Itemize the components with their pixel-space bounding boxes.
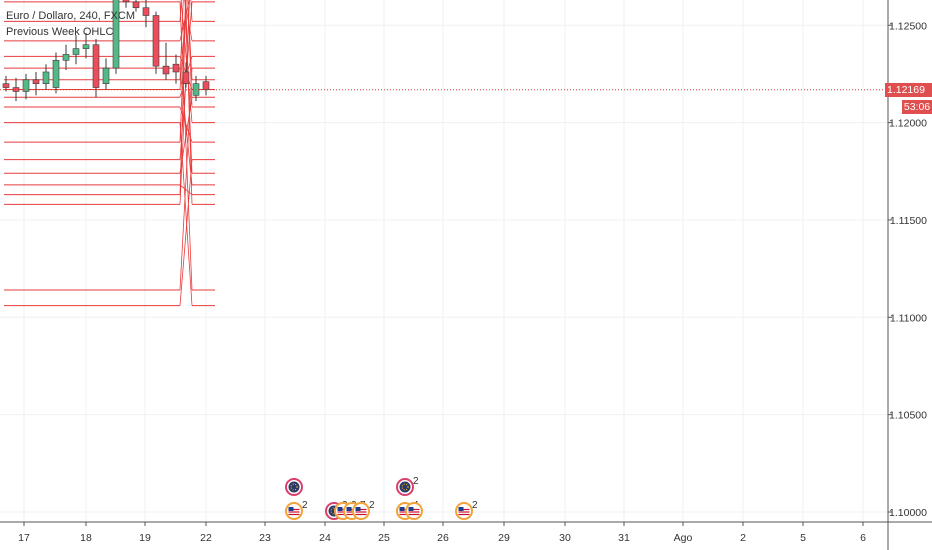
ohlc-level-cross — [179, 184, 193, 195]
ohlc-level-cross — [187, 0, 193, 80]
x-tick-label: Ago — [674, 532, 693, 544]
candle-bear — [132, 1, 140, 9]
x-tick-label: 19 — [139, 532, 151, 544]
event-us-icon[interactable]: 2 — [285, 500, 308, 520]
candle-bear — [32, 79, 40, 84]
x-tick-label: 6 — [860, 532, 866, 544]
x-tick-label: 25 — [378, 532, 390, 544]
ohlc-level-cross — [179, 106, 193, 143]
ohlc-level-cross — [179, 68, 193, 291]
event-eu-icon[interactable]: 2 — [396, 476, 419, 496]
ohlc-level-cross — [184, 0, 193, 174]
event-us-icon[interactable]: 2 — [352, 500, 375, 520]
ohlc-level-cross — [179, 0, 187, 195]
ohlc-level-cross — [179, 0, 187, 143]
candle-bear — [172, 63, 180, 73]
ohlc-level-cross — [187, 0, 193, 108]
candle-bull — [112, 0, 120, 69]
x-tick-label: 17 — [18, 532, 30, 544]
price-tag: 1.12169 — [885, 82, 932, 97]
x-tick-label: 29 — [498, 532, 510, 544]
chart-legend: Euro / Dollaro, 240, FXCM Previous Week … — [6, 8, 135, 40]
candle-bear — [202, 81, 210, 90]
candle-bull — [72, 48, 80, 55]
event-eu-icon[interactable] — [285, 478, 303, 496]
ohlc-level-cross — [179, 0, 184, 80]
candle-bull — [62, 54, 70, 61]
candle-bull — [102, 67, 110, 84]
event-count: 2 — [302, 500, 308, 511]
x-tick-label: 22 — [200, 532, 212, 544]
candle-bear — [182, 71, 190, 84]
x-tick-label: 31 — [618, 532, 630, 544]
event-us-icon[interactable]: 2 — [455, 500, 478, 520]
candle-bull — [42, 71, 50, 84]
candle-bear — [152, 15, 160, 67]
candle-bull — [52, 59, 60, 88]
candle-bull — [22, 79, 30, 92]
x-tick-label: 24 — [319, 532, 331, 544]
x-tick-label: 30 — [559, 532, 571, 544]
event-us-icon[interactable] — [405, 502, 423, 520]
candle-bear — [2, 83, 10, 88]
ohlc-level-cross — [179, 159, 193, 306]
y-tick-label: 1.10000 — [889, 507, 927, 519]
y-tick-label: 1.10500 — [889, 410, 927, 422]
x-tick-label: 5 — [800, 532, 806, 544]
y-tick-label: 1.12500 — [889, 20, 927, 32]
indicator-name[interactable]: Previous Week OHLC — [6, 26, 114, 38]
candle-bull — [82, 44, 90, 49]
candle-bear — [122, 0, 130, 3]
x-tick-label: 18 — [80, 532, 92, 544]
candle-bear — [92, 44, 100, 88]
bar-countdown: 53:06 — [902, 99, 932, 114]
x-tick-label: 26 — [437, 532, 449, 544]
event-count: 2 — [413, 476, 419, 487]
symbol-title[interactable]: Euro / Dollaro, 240, FXCM — [6, 10, 135, 22]
y-tick-label: 1.11500 — [890, 215, 927, 227]
x-tick-label: 23 — [259, 532, 271, 544]
x-tick-label: 2 — [740, 532, 746, 544]
event-count: 2 — [369, 500, 375, 511]
candle-bear — [162, 65, 170, 75]
event-count: 2 — [472, 500, 478, 511]
ohlc-level-cross — [179, 1, 193, 291]
y-tick-label: 1.12000 — [889, 118, 927, 130]
candle-bear — [142, 7, 150, 16]
y-tick-label: 1.11000 — [890, 312, 927, 324]
